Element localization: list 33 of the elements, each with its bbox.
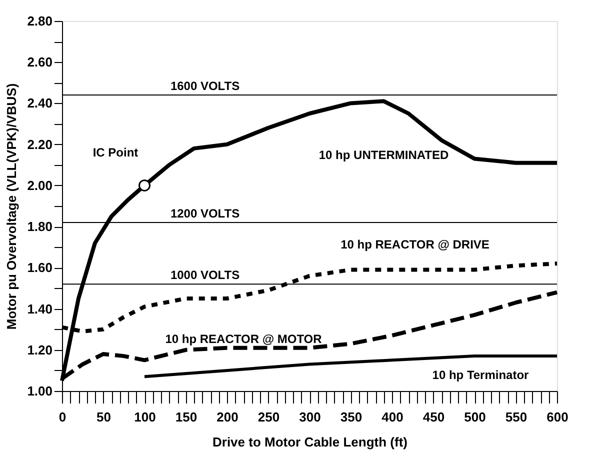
y-axis-title: Motor pu Overvoltage (VLL(VPK)/VBUS): [4, 83, 20, 330]
x-tick-label: 50: [96, 410, 111, 424]
x-tick-label: 500: [464, 410, 486, 424]
y-tick-label: 1.20: [27, 342, 52, 358]
x-tick-label: 300: [299, 410, 321, 424]
x-tick-label: 100: [134, 410, 156, 424]
x-tick-label: 450: [422, 410, 445, 424]
y-tick-label: 1.00: [27, 384, 52, 398]
x-tick-label: 600: [546, 410, 568, 424]
x-tick-label: 0: [58, 410, 66, 424]
ref-line-label: 1000 VOLTS: [170, 268, 240, 282]
series-label: 10 hp Terminator: [432, 368, 530, 382]
x-tick-label: 250: [258, 410, 280, 424]
x-tick-label: 350: [340, 410, 362, 424]
x-axis-title: Drive to Motor Cable Length (ft): [212, 434, 408, 450]
series-label: 10 hp UNTERMINATED: [318, 148, 449, 162]
ref-line-label: 1200 VOLTS: [170, 206, 240, 220]
y-tick-label: 2.20: [27, 136, 52, 152]
y-tick-label: 2.40: [27, 96, 52, 111]
x-tick-label: 400: [382, 410, 404, 424]
x-tick-label: 150: [175, 410, 198, 424]
y-tick-label: 1.60: [27, 260, 52, 276]
y-tick-label: 1.40: [27, 301, 52, 316]
y-tick-label: 2.00: [27, 178, 52, 193]
series-label: 10 hp REACTOR @ DRIVE: [340, 238, 490, 252]
annotation: IC Point: [92, 145, 138, 160]
y-tick-label: 1.80: [27, 219, 52, 234]
y-tick-label: 2.60: [27, 54, 52, 70]
x-tick-label: 550: [505, 410, 528, 424]
x-tick-label: 200: [216, 410, 238, 424]
series-label: 10 hp REACTOR @ MOTOR: [165, 332, 322, 346]
y-tick-label: 2.80: [27, 14, 52, 28]
ref-line-label: 1600 VOLTS: [170, 79, 240, 93]
